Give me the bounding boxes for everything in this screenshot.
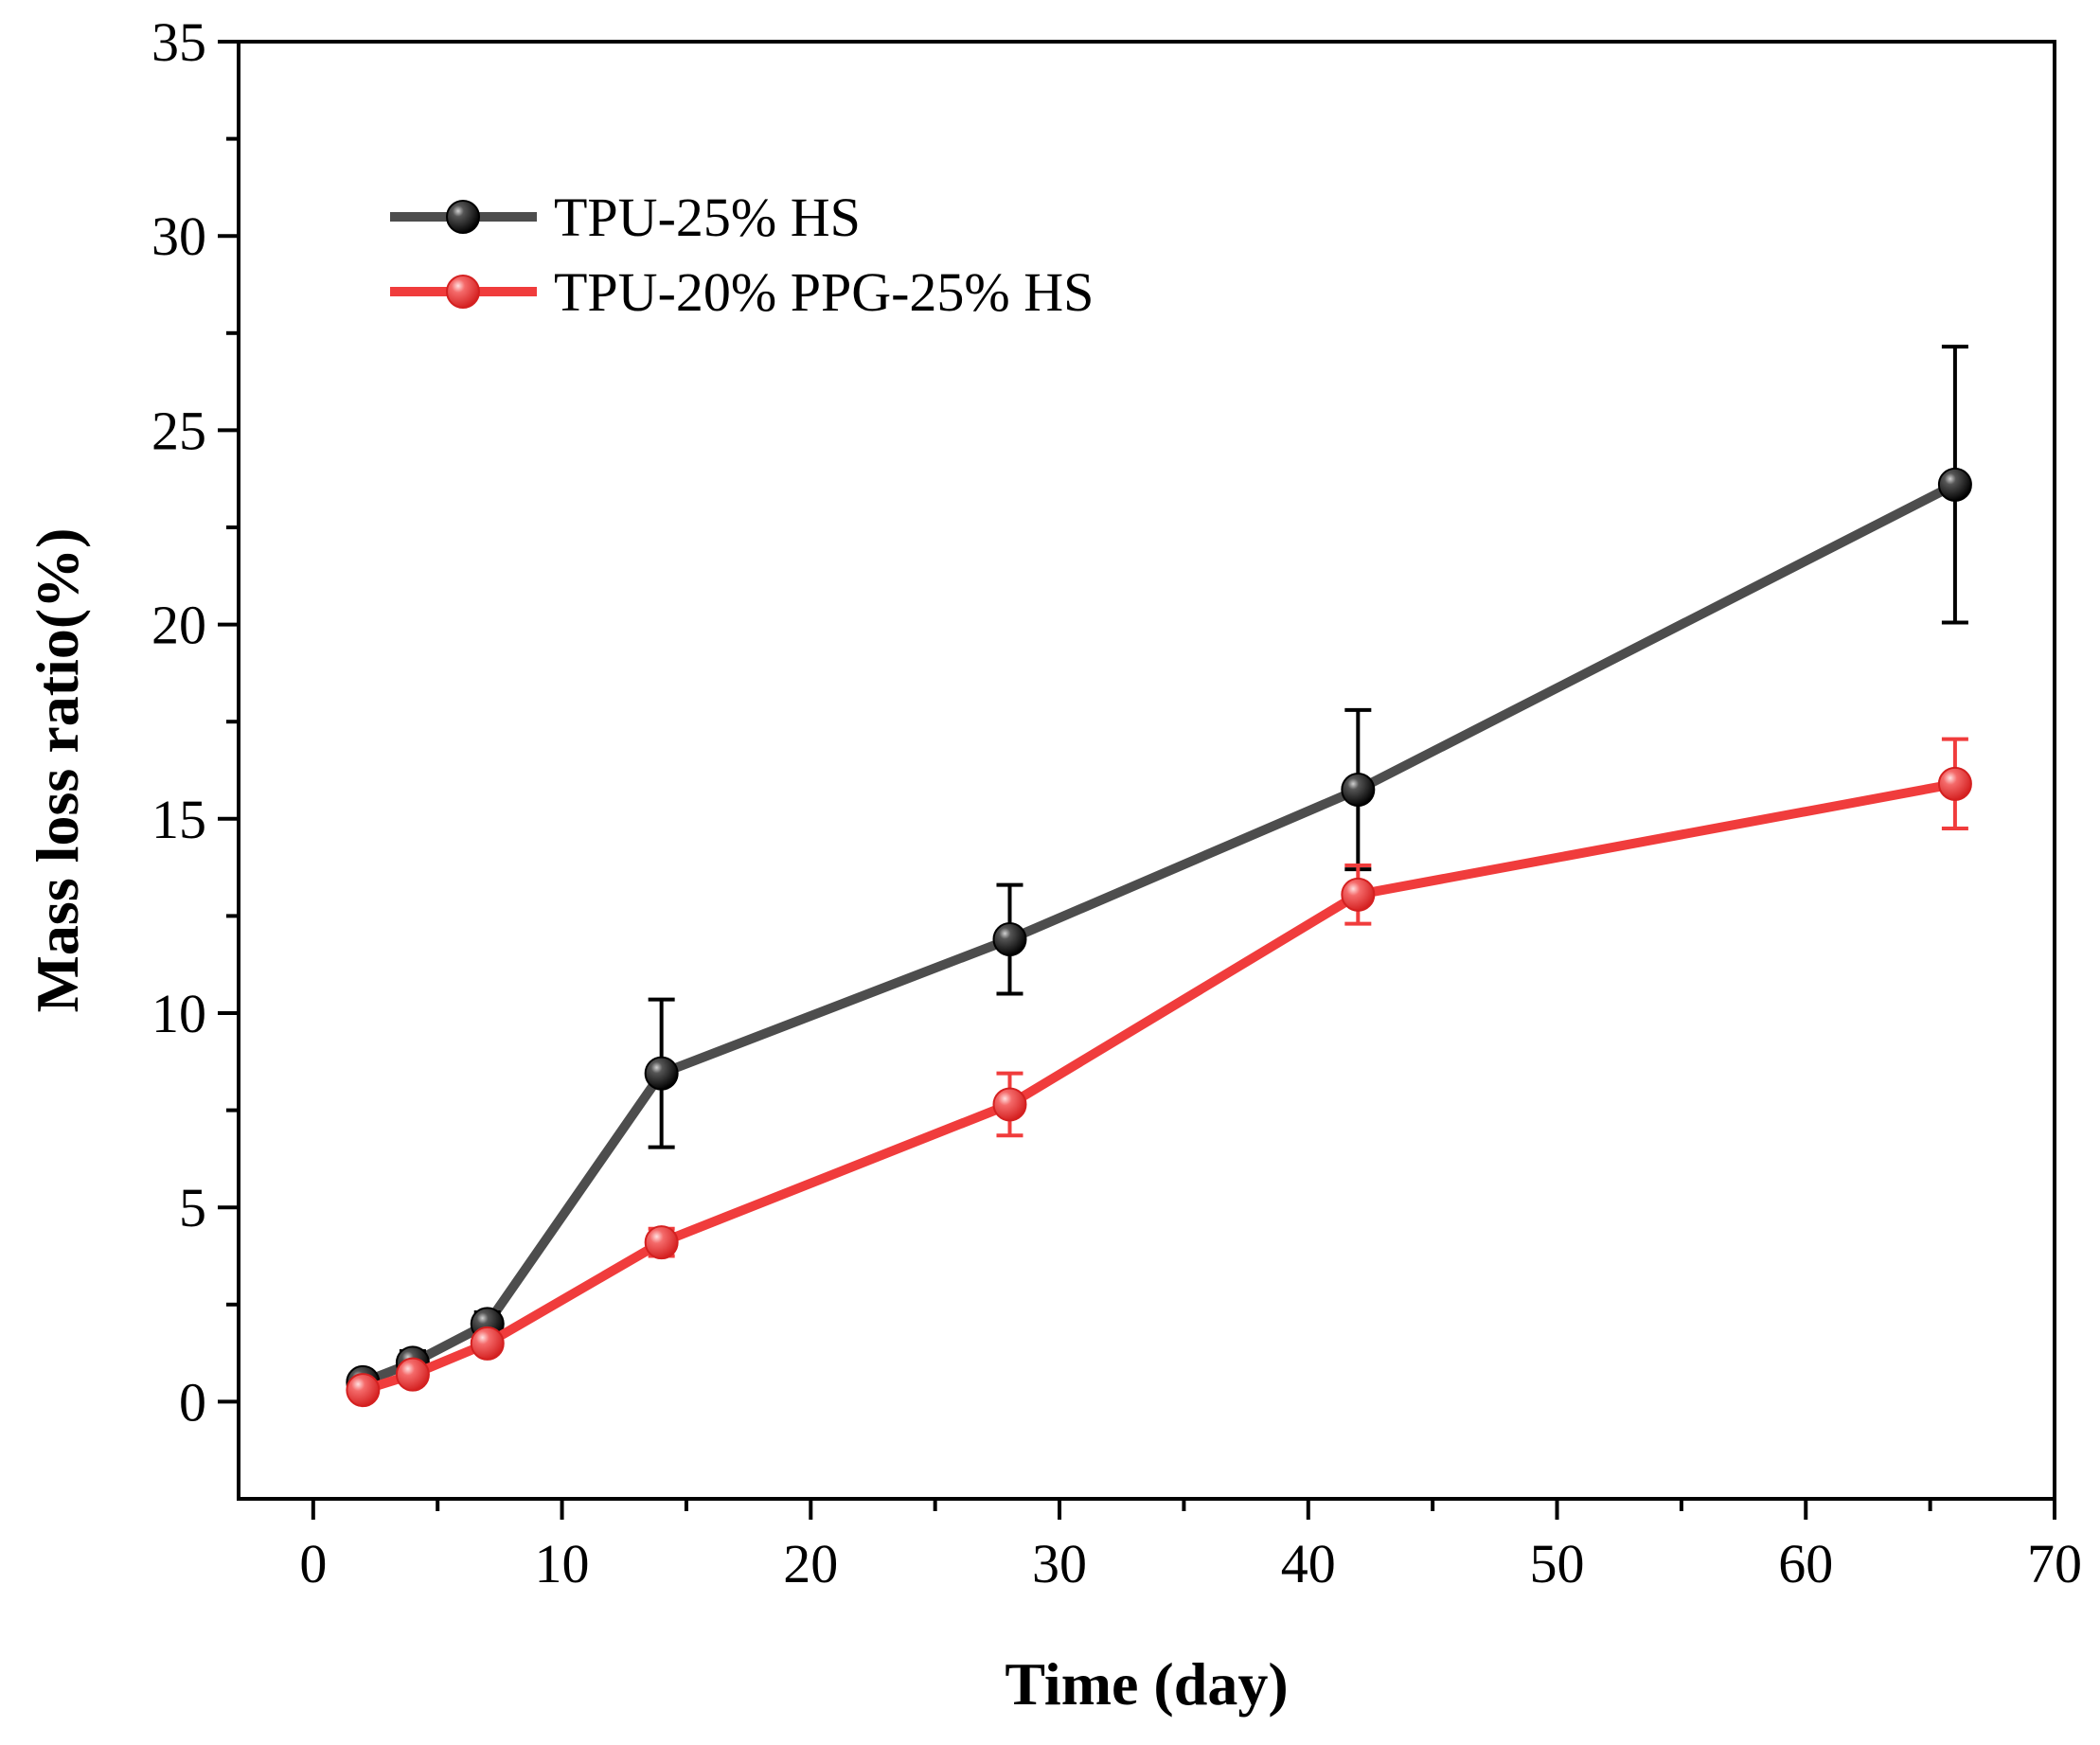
series-line	[361, 480, 1958, 1387]
legend-item-tpu-20-ppg-25-hs: TPU-20% PPG-25% HS	[390, 261, 1094, 323]
series-layer	[346, 345, 1972, 1408]
y-tick-label: 25	[151, 400, 206, 461]
axis-ticks	[218, 40, 2056, 1520]
data-point	[470, 1326, 505, 1361]
x-tick-label: 40	[1281, 1533, 1336, 1594]
x-tick-label: 0	[299, 1533, 327, 1594]
x-tick-label: 50	[1530, 1533, 1585, 1594]
data-point	[1937, 766, 1972, 801]
x-tick-label: 70	[2027, 1533, 2082, 1594]
y-tick-label: 10	[151, 983, 206, 1044]
y-tick-label: 15	[151, 789, 206, 850]
data-point	[1937, 467, 1972, 502]
plot-frame	[237, 40, 2056, 1501]
y-tick-label: 20	[151, 595, 206, 656]
data-point	[992, 922, 1027, 957]
data-point	[1341, 877, 1376, 912]
data-point	[644, 1056, 679, 1091]
y-tick-label: 35	[151, 11, 206, 73]
axis-tick-labels: 0 10 20 30 40 50 60 70 0 5 10 15 20 25 30 35	[151, 11, 2082, 1594]
y-axis-title: Mass loss ratio(%)	[24, 528, 91, 1013]
x-tick-label: 10	[535, 1533, 590, 1594]
data-point	[346, 1373, 381, 1408]
legend-item-tpu-25-hs: TPU-25% HS	[390, 187, 861, 248]
legend-marker-tpu-20-ppg-25-hs	[446, 275, 480, 309]
x-tick-label: 20	[783, 1533, 838, 1594]
legend-label-tpu-25-hs: TPU-25% HS	[554, 187, 861, 248]
legend: TPU-25% HS TPU-20% PPG-25% HS	[390, 187, 1094, 323]
series-tpu-25-hs	[346, 345, 1972, 1399]
y-tick-label: 30	[151, 205, 206, 267]
legend-marker-tpu-25-hs	[446, 200, 480, 234]
y-tick-label: 0	[179, 1371, 206, 1433]
series-tpu-20-ppg-25-hs	[346, 737, 1972, 1408]
x-tick-label: 60	[1778, 1533, 1833, 1594]
data-point	[1341, 773, 1376, 808]
y-tick-label: 5	[179, 1177, 206, 1238]
x-axis-title: Time (day)	[1005, 1650, 1288, 1718]
legend-label-tpu-20-ppg-25-hs: TPU-20% PPG-25% HS	[554, 261, 1094, 323]
data-point	[644, 1225, 679, 1260]
data-point	[992, 1087, 1027, 1122]
x-tick-label: 30	[1032, 1533, 1087, 1594]
data-point	[395, 1357, 430, 1392]
